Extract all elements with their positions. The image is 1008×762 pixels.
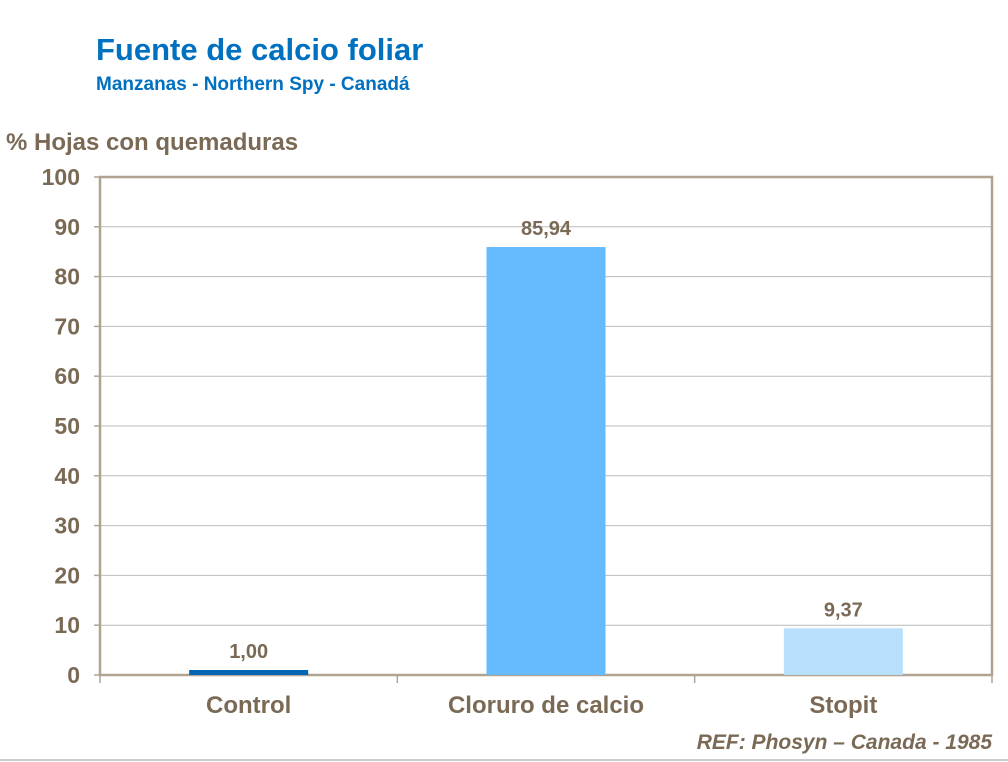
y-tick-label: 70: [54, 313, 80, 339]
bar: [486, 247, 606, 675]
y-tick-label: 60: [54, 363, 80, 389]
y-tick-label: 20: [54, 562, 80, 588]
bar: [189, 670, 309, 675]
y-tick-label: 0: [67, 662, 80, 688]
y-tick-label: 30: [54, 513, 80, 539]
y-tick-label: 80: [54, 264, 80, 290]
chart-title: Fuente de calcio foliar: [96, 32, 424, 67]
x-tick-label: Control: [206, 692, 291, 719]
data-label: 85,94: [521, 218, 572, 240]
bar: [783, 628, 903, 675]
y-axis-label: % Hojas con quemaduras: [6, 129, 299, 156]
chart-subtitle: Manzanas - Northern Spy - Canadá: [96, 74, 410, 95]
y-tick-label: 50: [54, 413, 80, 439]
y-tick-label: 100: [42, 164, 80, 190]
x-tick-label: Stopit: [809, 692, 877, 719]
y-tick-label: 40: [54, 463, 80, 489]
divider: [0, 759, 1008, 761]
y-tick-label: 10: [54, 612, 80, 638]
y-tick-label: 90: [54, 214, 80, 240]
data-label: 9,37: [824, 599, 863, 621]
reference-note: REF: Phosyn – Canada - 1985: [696, 731, 992, 754]
data-label: 1,00: [229, 641, 268, 663]
x-tick-label: Cloruro de calcio: [448, 692, 644, 719]
